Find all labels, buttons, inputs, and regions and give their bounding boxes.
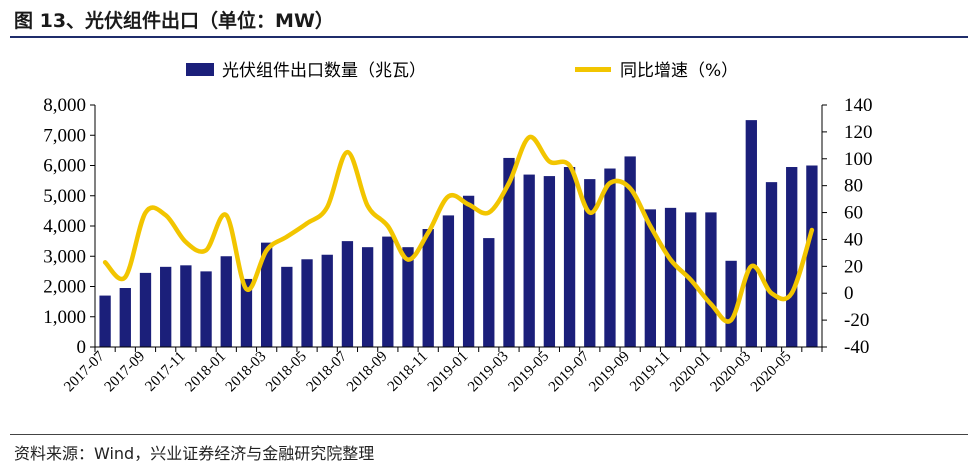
x-tick-label: 2019-11 (627, 349, 673, 395)
left-tick-label: 1,000 (43, 307, 86, 328)
bar-2019-10 (644, 209, 657, 347)
right-tick-label: 0 (844, 283, 854, 304)
x-tick-label: 2019-03 (465, 349, 512, 396)
left-tick-label: 3,000 (43, 246, 86, 267)
x-axis: 2017-072017-092017-112018-012018-032018-… (61, 346, 823, 396)
bar-2017-12 (200, 271, 212, 347)
bar-2018-11 (422, 229, 434, 347)
left-axis: 0 1,000 2,000 3,000 4,000 5,000 6,000 7,000 8,00… (43, 95, 96, 358)
x-tick-label: 2019-01 (425, 349, 472, 396)
bar-2017-08 (119, 288, 131, 347)
bar-2020-03 (745, 120, 757, 347)
left-tick-label: 5,000 (43, 186, 86, 207)
bar-2018-03 (260, 242, 273, 347)
right-tick-label: -20 (844, 310, 869, 331)
right-tick-label: 80 (844, 176, 863, 197)
left-tick-label: 2,000 (43, 277, 86, 298)
left-tick-label: 0 (77, 337, 87, 358)
x-tick-label: 2018-07 (304, 348, 351, 395)
bar-2018-05 (301, 259, 313, 347)
x-tick-label: 2019-05 (506, 349, 553, 396)
bar-2019-02 (483, 238, 495, 347)
legend-line-swatch (575, 67, 611, 72)
legend: 光伏组件出口数量（兆瓦） 同比增速（%） (186, 61, 738, 81)
line-series (102, 134, 815, 324)
bar-2020-04 (765, 182, 778, 347)
bar-2019-09 (624, 156, 636, 347)
bar-series (99, 120, 818, 347)
bar-2018-09 (382, 236, 394, 347)
bar-2019-06 (563, 167, 576, 347)
bar-2019-05 (543, 176, 556, 347)
x-tick-label: 2019-07 (546, 348, 593, 395)
bar-2018-12 (442, 215, 455, 347)
left-tick-label: 8,000 (43, 95, 86, 116)
bar-2018-10 (402, 247, 414, 347)
right-tick-label: 140 (844, 95, 873, 116)
x-tick-label: 2018-05 (263, 349, 310, 396)
right-tick-label: 40 (844, 229, 863, 250)
legend-line-label: 同比增速（%） (620, 61, 738, 81)
bar-2019-07 (584, 179, 596, 347)
left-tick-label: 7,000 (43, 125, 86, 146)
x-tick-label: 2018-01 (182, 349, 229, 396)
legend-bar-swatch (186, 63, 214, 76)
legend-bar-label: 光伏组件出口数量（兆瓦） (222, 61, 426, 81)
bar-2020-06 (806, 165, 818, 347)
left-tick-label: 6,000 (43, 156, 86, 177)
right-tick-label: 120 (844, 122, 873, 143)
right-tick-label: 100 (844, 149, 873, 170)
x-tick-label: 2017-11 (142, 349, 188, 395)
x-tick-label: 2020-01 (667, 349, 714, 396)
bar-2020-01 (705, 212, 717, 347)
bar-2019-08 (604, 168, 616, 347)
x-tick-label: 2018-03 (223, 349, 270, 396)
x-tick-label: 2018-09 (344, 349, 391, 396)
bar-2019-04 (523, 174, 535, 347)
bar-2017-10 (160, 266, 172, 347)
bar-2017-07 (99, 295, 111, 347)
bar-2017-11 (180, 265, 192, 347)
x-tick-label: 2018-11 (385, 349, 431, 395)
bar-2020-02 (725, 260, 737, 347)
bar-2018-08 (361, 247, 374, 347)
bar-2017-09 (139, 272, 152, 347)
footer-rule (10, 434, 968, 435)
figure-title: 图 13、光伏组件出口（单位：MW） (14, 10, 334, 32)
bar-2019-03 (503, 157, 515, 347)
right-tick-label: 60 (844, 203, 863, 224)
x-tick-label: 2020-03 (707, 349, 754, 396)
title-rule (10, 36, 968, 38)
yoy-growth-line (102, 134, 815, 324)
source-note: 资料来源：Wind，兴业证券经济与金融研究院整理 (14, 444, 375, 463)
bar-2019-01 (462, 195, 475, 347)
bar-2018-01 (220, 256, 232, 347)
x-tick-label: 2017-09 (102, 349, 149, 396)
bar-2020-05 (786, 167, 798, 347)
left-tick-label: 4,000 (43, 216, 86, 237)
bar-2018-06 (321, 254, 333, 347)
x-tick-label: 2019-09 (586, 349, 633, 396)
right-tick-label: -40 (844, 337, 869, 358)
right-tick-label: 20 (844, 256, 863, 277)
bar-2018-07 (341, 241, 354, 347)
right-axis: -40 -20 0 20 40 60 80 100 120 140 (821, 95, 873, 358)
bar-2019-11 (664, 207, 677, 347)
bar-2018-04 (281, 266, 293, 347)
bar-2018-02 (240, 278, 253, 347)
x-tick-label: 2020-05 (748, 349, 795, 396)
